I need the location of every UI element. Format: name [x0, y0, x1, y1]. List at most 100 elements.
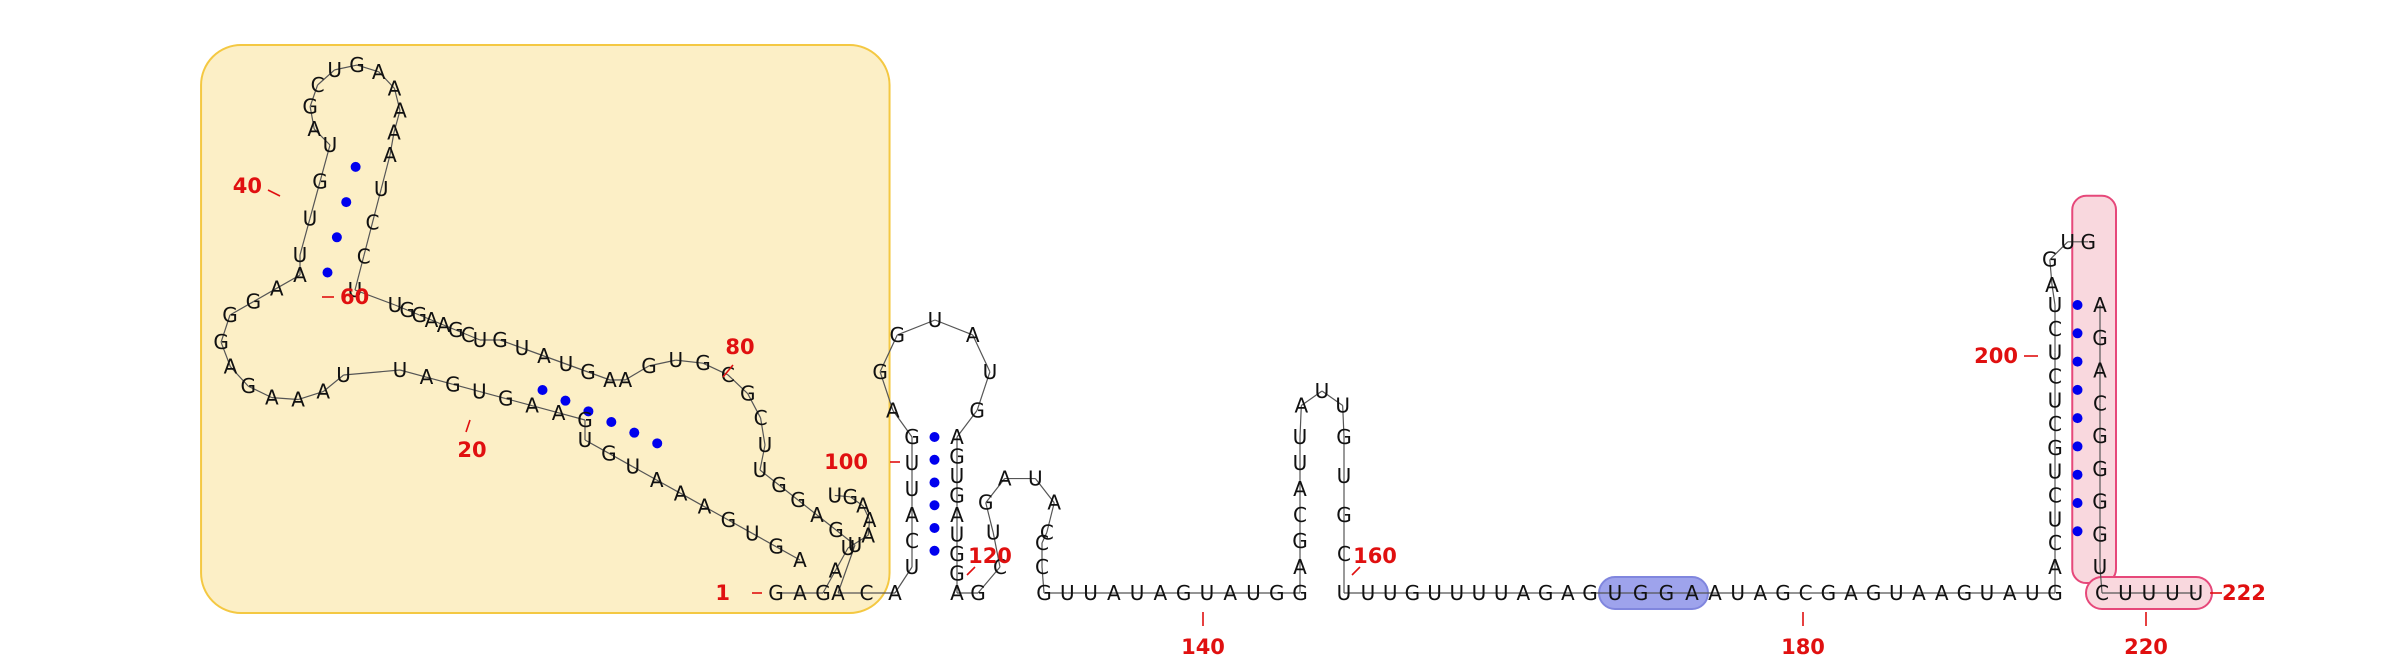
backbone-segment [2051, 284, 2056, 306]
nucleotide: G [890, 323, 906, 347]
nucleotide: C [1799, 581, 1813, 605]
base-pair-dot [2072, 441, 2083, 452]
nucleotide: A [316, 380, 330, 404]
position-number-20: 20 [457, 438, 486, 462]
nucleotide: A [888, 581, 902, 605]
backbone-segment [431, 319, 444, 326]
backbone-segment [317, 69, 336, 86]
base-pair-dot [2072, 526, 2083, 537]
nucleotide: A [387, 121, 401, 145]
backbone-segment [834, 547, 849, 571]
nucleotide: U [2048, 507, 2063, 531]
backbone-segment [505, 397, 533, 407]
base-pair-dot [2072, 497, 2083, 508]
base-pair-dot [2072, 413, 2083, 424]
nucleotide: C [1293, 503, 1307, 527]
base-pair-dot [929, 432, 940, 442]
nucleotide: A [674, 481, 688, 505]
nucleotide: G [695, 351, 711, 375]
nucleotide: G [828, 518, 844, 542]
position-tick [465, 419, 471, 433]
nucleotide: A [1293, 477, 1307, 501]
nucleotide: U [2048, 341, 2063, 365]
nucleotide: G [399, 298, 415, 322]
nucleotide: U [1246, 581, 1261, 605]
nucleotide: A [861, 523, 875, 547]
nucleotide: G [492, 328, 508, 352]
backbone-segment [728, 519, 753, 534]
nucleotide: G [1292, 581, 1308, 605]
backbone-segment [354, 289, 396, 306]
base-pair-dot [2072, 300, 2083, 310]
nucleotide: A [265, 386, 279, 410]
base-pair-dot [606, 417, 617, 427]
position-number-80: 80 [725, 335, 754, 359]
nucleotide: U [745, 521, 760, 545]
nucleotide: G [412, 303, 428, 327]
nucleotide: G [2092, 490, 2108, 514]
position-number-200: 200 [1974, 344, 2018, 368]
nucleotide: G [1633, 581, 1649, 605]
nucleotide: A [863, 508, 877, 532]
nucleotide: U [1060, 581, 1075, 605]
base-pair-dot [2072, 328, 2083, 339]
nucleotide: A [2003, 581, 2017, 605]
nucleotides: G A GAUAAAGUAGUGAAAUGUGAAGUGAUUAAAGAGGGAAU… [213, 53, 2203, 605]
nucleotide: C [721, 363, 735, 387]
backbone-segment [747, 393, 762, 419]
backbone-segment [778, 484, 799, 501]
backbone-segment [837, 544, 856, 594]
nucleotide: G [949, 562, 965, 586]
nucleotide: G [949, 445, 965, 469]
base-pair-dot [350, 161, 361, 172]
backbone-segment [380, 154, 391, 189]
nucleotide: U [1315, 379, 1330, 403]
backbone-segment [702, 362, 729, 376]
backbone-segment [371, 188, 382, 223]
nucleotide: A [420, 365, 434, 389]
backbone-segment [426, 376, 454, 385]
nucleotide: U [848, 533, 863, 557]
nucleotide: A [388, 76, 402, 100]
backbone-segment [220, 314, 231, 343]
backbone-segment [313, 128, 331, 146]
nucleotide: U [1293, 425, 1308, 449]
nucleotide: G [1336, 503, 1352, 527]
nucleotide: G [2042, 248, 2058, 272]
backbone-segment [1041, 532, 1048, 544]
nucleotide: U [323, 133, 338, 157]
backbone-segment [1034, 478, 1055, 504]
nucleotide: U [1449, 581, 1464, 605]
nucleotide: G [1292, 529, 1308, 553]
nucleotide: G [790, 488, 806, 512]
backbone-segment [972, 334, 991, 373]
backbone-segment [632, 466, 657, 481]
backbone-segment [393, 110, 401, 133]
nucleotide: A [966, 323, 980, 347]
nucleotide: U [2048, 388, 2063, 412]
nucleotide: A [1561, 581, 1575, 605]
nucleotide: G [2047, 581, 2063, 605]
nucleotide: C [993, 555, 1007, 579]
nucleotide: G [1538, 581, 1554, 605]
nucleotide: G [1336, 425, 1352, 449]
backbone-segment [297, 391, 324, 401]
nucleotide: U [1608, 581, 1623, 605]
position-tick [1351, 566, 1361, 576]
backbone-segment [956, 409, 978, 438]
position-tick [267, 189, 281, 197]
backbone-segment [276, 274, 301, 289]
backbone-segment [229, 366, 249, 387]
backbone-segment [879, 371, 894, 411]
base-pair-dot [929, 545, 940, 556]
nucleotide: A [1912, 581, 1926, 605]
nucleotide: C [2095, 581, 2109, 605]
backbone-segment [363, 222, 374, 257]
backbone-segment [608, 452, 634, 468]
nucleotide: U [515, 336, 530, 360]
nucleotide: A [437, 313, 451, 337]
nucleotide: C [2093, 391, 2107, 415]
backbone-segment [985, 502, 994, 533]
position-number-222: 222 [2222, 581, 2266, 605]
nucleotide: G [2092, 457, 2108, 481]
